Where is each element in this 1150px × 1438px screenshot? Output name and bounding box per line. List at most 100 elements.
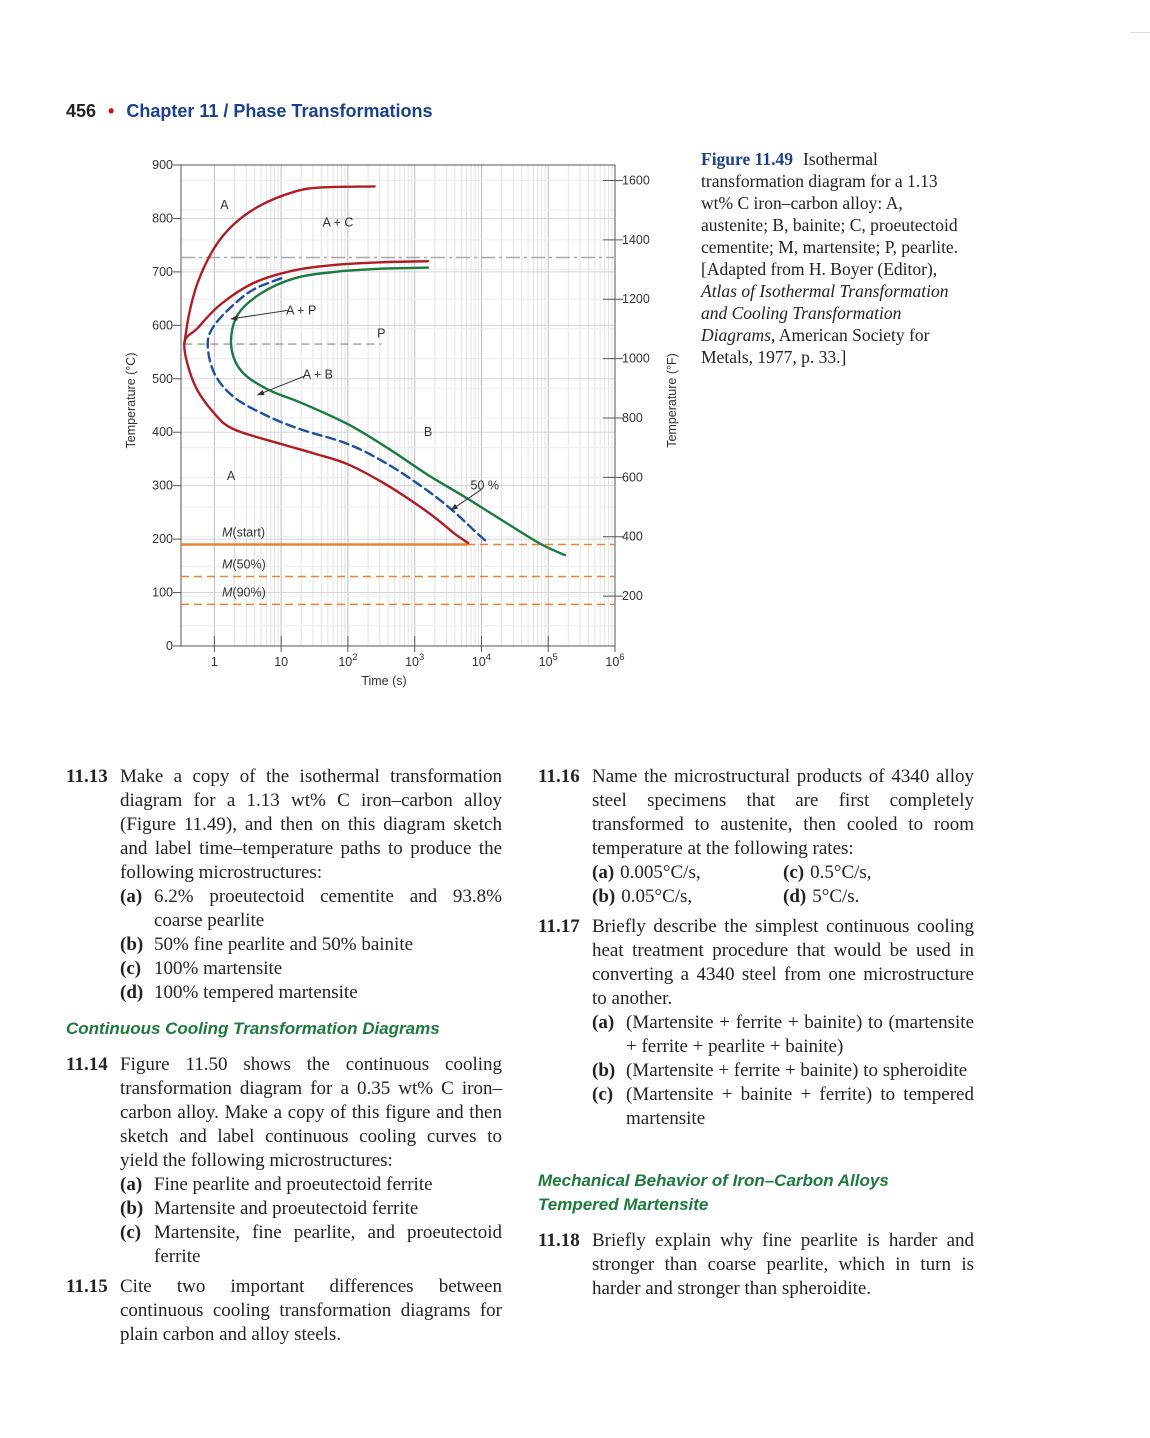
annotation-arrow — [230, 309, 288, 321]
caption-text: Isothermal transformation diagram for a … — [701, 149, 959, 279]
y-tick-label: 300 — [152, 479, 173, 493]
problem-number: 11.17 — [538, 916, 580, 937]
y2-tick-label: 200 — [622, 589, 643, 603]
problem-number: 11.13 — [66, 766, 108, 787]
y-tick-label: 200 — [152, 532, 173, 546]
series-start_nose — [183, 260, 470, 545]
section-heading: Mechanical Behavior of Iron–Carbon Alloy… — [538, 1171, 889, 1190]
figure-caption: Figure 11.49 Isothermal transformation di… — [701, 148, 973, 368]
list-item: (c) 0.5°C/s, — [783, 862, 872, 883]
martensite-label: M(90%) — [222, 585, 266, 599]
y-tick-label: 600 — [152, 318, 173, 332]
rates-row: (b) 0.05°C/s, (d) 5°C/s. — [592, 885, 974, 909]
left-column: 11.13 Make a copy of the isothermal tran… — [66, 765, 502, 1347]
list-item: (a) (Martensite + ferrite + bainite) to (… — [592, 1012, 974, 1057]
y2-tick-label: 1000 — [622, 352, 650, 366]
problem-number: 11.16 — [538, 766, 580, 787]
problem-text: Make a copy of the isothermal transforma… — [120, 766, 502, 883]
problem-items: (a) Fine pearlite and proeutectoid ferrit… — [120, 1173, 502, 1269]
problem-text: Figure 11.50 shows the continuous coolin… — [120, 1054, 502, 1171]
header-bullet: • — [108, 101, 115, 121]
running-header: 456 • Chapter 11 / Phase Transformations — [66, 101, 432, 122]
x-tick-label: 106 — [605, 652, 624, 669]
problem-11-16: 11.16 Name the microstructural products … — [538, 765, 974, 909]
problem-11-14: 11.14 Figure 11.50 shows the continuous … — [66, 1053, 502, 1269]
annotation-arrow — [257, 375, 305, 396]
list-item: (b) 0.05°C/s, — [592, 886, 693, 907]
problem-11-18: 11.18 Briefly explain why fine pearlite … — [538, 1229, 974, 1301]
grid — [181, 165, 615, 646]
subsection-heading: Tempered Martensite — [538, 1195, 709, 1214]
problem-11-17: 11.17 Briefly describe the simplest cont… — [538, 915, 974, 1131]
problem-number: 11.15 — [66, 1276, 108, 1297]
series-finish — [229, 266, 567, 557]
x-tick-label: 104 — [472, 652, 491, 669]
y2-tick-label: 800 — [622, 411, 643, 425]
y2-tick-label: 600 — [622, 470, 643, 484]
list-item: (c) Martensite, fine pearlite, and proeut… — [120, 1222, 502, 1267]
y2-tick-label: 400 — [622, 530, 643, 544]
region-label: A — [220, 198, 229, 212]
y-axis-title: Temperature (°C) — [124, 353, 138, 449]
list-item: (b) 50% fine pearlite and 50% bainite — [120, 934, 414, 955]
list-item: (a) 0.005°C/s, — [592, 862, 701, 883]
region-label: 50 % — [471, 479, 500, 493]
problem-text: Name the microstructural products of 434… — [592, 766, 974, 859]
martensite-label: M(50%) — [222, 558, 266, 572]
y2-tick-label: 1600 — [622, 173, 650, 187]
list-item: (b) (Martensite + ferrite + bainite) to s… — [592, 1060, 968, 1081]
problem-11-13: 11.13 Make a copy of the isothermal tran… — [66, 765, 502, 1005]
right-column: 11.16 Name the microstructural products … — [538, 765, 974, 1301]
problem-text: Cite two important differences between c… — [120, 1276, 502, 1345]
list-item: (c) (Martensite + bainite + ferrite) to t… — [592, 1084, 974, 1129]
caption-book-title: Atlas of Isothermal Transformation and C… — [701, 281, 949, 345]
martensite-label: M(start) — [222, 525, 265, 539]
region-label: A — [227, 469, 236, 483]
y-tick-label: 100 — [152, 586, 173, 600]
y-tick-label: 700 — [152, 265, 173, 279]
caption-text-end: , American Society for Metals, 1977, p. … — [701, 325, 930, 367]
list-item: (d) 5°C/s. — [783, 886, 860, 907]
x-tick-label: 105 — [539, 652, 558, 669]
figure-label: Figure 11.49 — [701, 149, 794, 169]
chapter-title: Chapter 11 / Phase Transformations — [126, 101, 433, 121]
annotation-arrow — [450, 488, 482, 511]
y-tick-label: 900 — [152, 158, 173, 172]
x-tick-label: 1 — [211, 655, 218, 669]
problem-number: 11.14 — [66, 1054, 108, 1075]
y-tick-label: 500 — [152, 372, 173, 386]
problem-items: (a) 6.2% proeutectoid cementite and 93.8%… — [120, 885, 502, 1005]
series-half — [206, 277, 490, 545]
x-axis-title: Time (s) — [361, 674, 406, 688]
list-item: (a) Fine pearlite and proeutectoid ferrit… — [120, 1174, 433, 1195]
page-edge-line — [1130, 32, 1150, 33]
problem-text: Briefly describe the simplest continuous… — [592, 916, 974, 1009]
problem-items: (a) (Martensite + ferrite + bainite) to (… — [592, 1011, 974, 1131]
list-item: (b) Martensite and proeutectoid ferrite — [120, 1198, 419, 1219]
y2-axis-title: Temperature (°F) — [665, 353, 679, 448]
plot-frame — [180, 164, 616, 647]
page-number: 456 — [66, 101, 97, 121]
y-tick-label: 800 — [152, 211, 173, 225]
region-label: A + C — [322, 216, 353, 230]
region-label: B — [424, 425, 432, 439]
series-start_upper — [183, 185, 376, 346]
y-tick-label: 400 — [152, 425, 173, 439]
x-tick-label: 102 — [338, 652, 357, 669]
y-tick-label: 0 — [166, 639, 173, 653]
list-item: (a) 6.2% proeutectoid cementite and 93.8%… — [120, 886, 502, 931]
region-label: A + B — [303, 368, 333, 382]
isothermal-diagram: 0 100 200 300 400 500 600 700 800 900 200 400 600 800… — [124, 158, 679, 688]
y2-tick-label: 1400 — [622, 233, 650, 247]
rates-row: (a) 0.005°C/s, (c) 0.5°C/s, — [592, 861, 974, 885]
section-heading: Continuous Cooling Transformation Diagra… — [66, 1019, 440, 1038]
x-tick-label: 10 — [274, 655, 288, 669]
region-label: P — [377, 326, 385, 340]
list-item: (c) 100% martensite — [120, 958, 283, 979]
x-tick-label: 103 — [405, 652, 424, 669]
problem-number: 11.18 — [538, 1230, 580, 1251]
problem-11-15: 11.15 Cite two important differences bet… — [66, 1275, 502, 1347]
list-item: (d) 100% tempered martensite — [120, 982, 358, 1003]
y2-tick-label: 1200 — [622, 292, 650, 306]
problem-text: Briefly explain why fine pearlite is har… — [592, 1230, 974, 1299]
